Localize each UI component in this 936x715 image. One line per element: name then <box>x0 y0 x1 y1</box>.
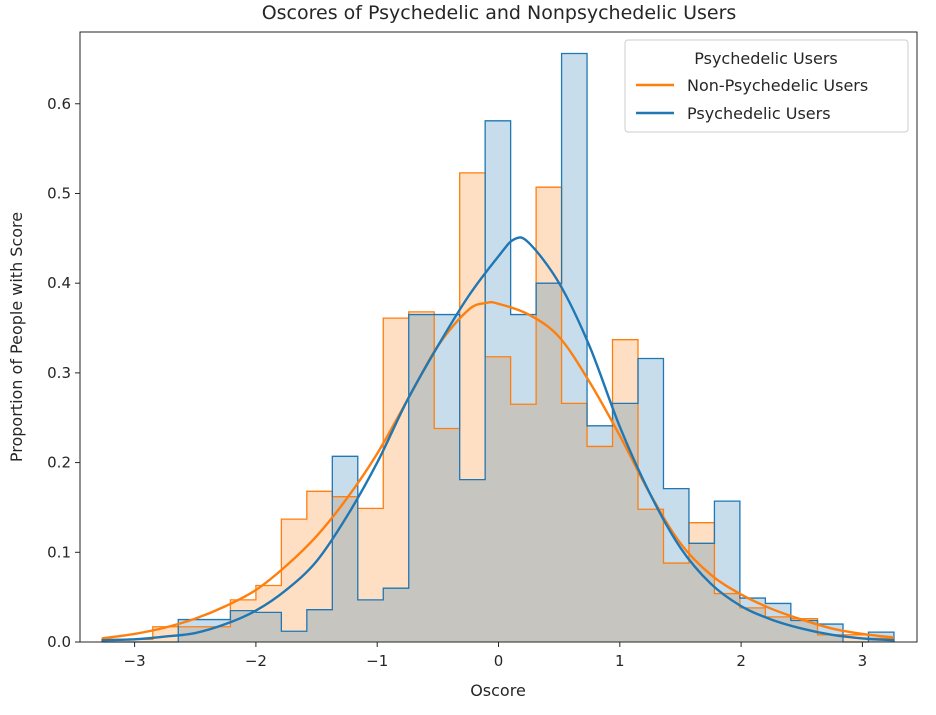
y-tick-label: 0.2 <box>47 454 71 472</box>
histogram-bar <box>790 620 818 642</box>
x-tick-label: −2 <box>245 652 267 670</box>
x-tick-label: −1 <box>366 652 388 670</box>
x-axis-label: Oscore <box>470 681 526 700</box>
legend-box <box>624 39 909 133</box>
histogram-bar <box>587 446 613 642</box>
histogram-bar <box>485 120 511 642</box>
x-tick-label: 3 <box>858 652 868 670</box>
histogram-bar <box>663 488 689 642</box>
kde-line-series-1 <box>101 236 895 642</box>
histogram-bar <box>230 610 256 642</box>
y-tick-label: 0.5 <box>47 184 71 202</box>
histogram-bar <box>817 634 844 642</box>
y-tick-label: 0.3 <box>47 364 71 382</box>
x-tick-label: 1 <box>615 652 625 670</box>
histogram-bar <box>612 403 638 642</box>
histogram-bar <box>178 619 205 642</box>
histogram-bar <box>357 599 384 642</box>
histogram-bar <box>434 314 460 642</box>
histogram-bar <box>408 311 435 642</box>
x-tick-label: −3 <box>124 652 146 670</box>
y-axis: 0.0 0.1 0.2 0.3 0.4 0.5 0.6 <box>47 95 80 651</box>
legend-title: Psychedelic Users <box>694 49 838 68</box>
histogram-bar <box>587 425 613 642</box>
histogram-bar <box>332 456 358 642</box>
histogram-bar <box>408 314 435 642</box>
histogram-bar <box>638 509 664 642</box>
x-axis: −3 −2 −1 0 1 2 3 <box>124 642 868 670</box>
histogram-outline-series-1 <box>101 52 895 643</box>
histogram-bar <box>255 585 282 642</box>
kde-line-series-0 <box>101 301 895 640</box>
y-tick-label: 0.0 <box>47 633 71 651</box>
y-tick-label: 0.1 <box>47 543 71 561</box>
bars-series-1 <box>178 53 894 642</box>
histogram-bar <box>255 612 282 642</box>
legend-label-non-psychedelic: Non-Psychedelic Users <box>687 76 868 95</box>
histogram-bar <box>281 519 307 642</box>
histogram-bar <box>357 508 384 642</box>
histogram-bar <box>434 428 460 642</box>
histogram-bar <box>306 609 333 642</box>
histogram-bar <box>204 626 231 642</box>
histogram-bar <box>281 631 307 642</box>
legend: Psychedelic Users Non-Psychedelic Users … <box>624 39 909 133</box>
histogram-bar <box>510 404 537 642</box>
histogram-bar <box>638 358 664 642</box>
x-tick-label: 2 <box>736 652 746 670</box>
histogram-outline-series-0 <box>101 172 895 642</box>
histogram-bar <box>561 403 588 642</box>
histogram-bar <box>459 172 486 642</box>
plot-area <box>101 52 895 643</box>
x-tick-label: 0 <box>494 652 504 670</box>
histogram-bar <box>536 283 562 642</box>
histogram-bar <box>127 639 153 642</box>
y-axis-label: Proportion of People with Score <box>7 212 26 462</box>
histogram-bar <box>383 588 409 642</box>
histogram-bar <box>510 314 537 642</box>
histogram-bar <box>485 356 511 642</box>
histogram-bar <box>739 607 766 642</box>
histogram-bar <box>714 501 740 642</box>
histogram-bar <box>663 563 689 642</box>
y-tick-label: 0.4 <box>47 274 71 292</box>
histogram-bar <box>536 187 562 643</box>
histogram-bar <box>612 339 638 642</box>
legend-label-psychedelic: Psychedelic Users <box>687 104 831 123</box>
y-tick-label: 0.6 <box>47 95 71 113</box>
histogram-bar <box>561 53 588 642</box>
chart-title: Oscores of Psychedelic and Nonpsychedeli… <box>262 2 737 24</box>
histogram-bar <box>459 479 486 642</box>
